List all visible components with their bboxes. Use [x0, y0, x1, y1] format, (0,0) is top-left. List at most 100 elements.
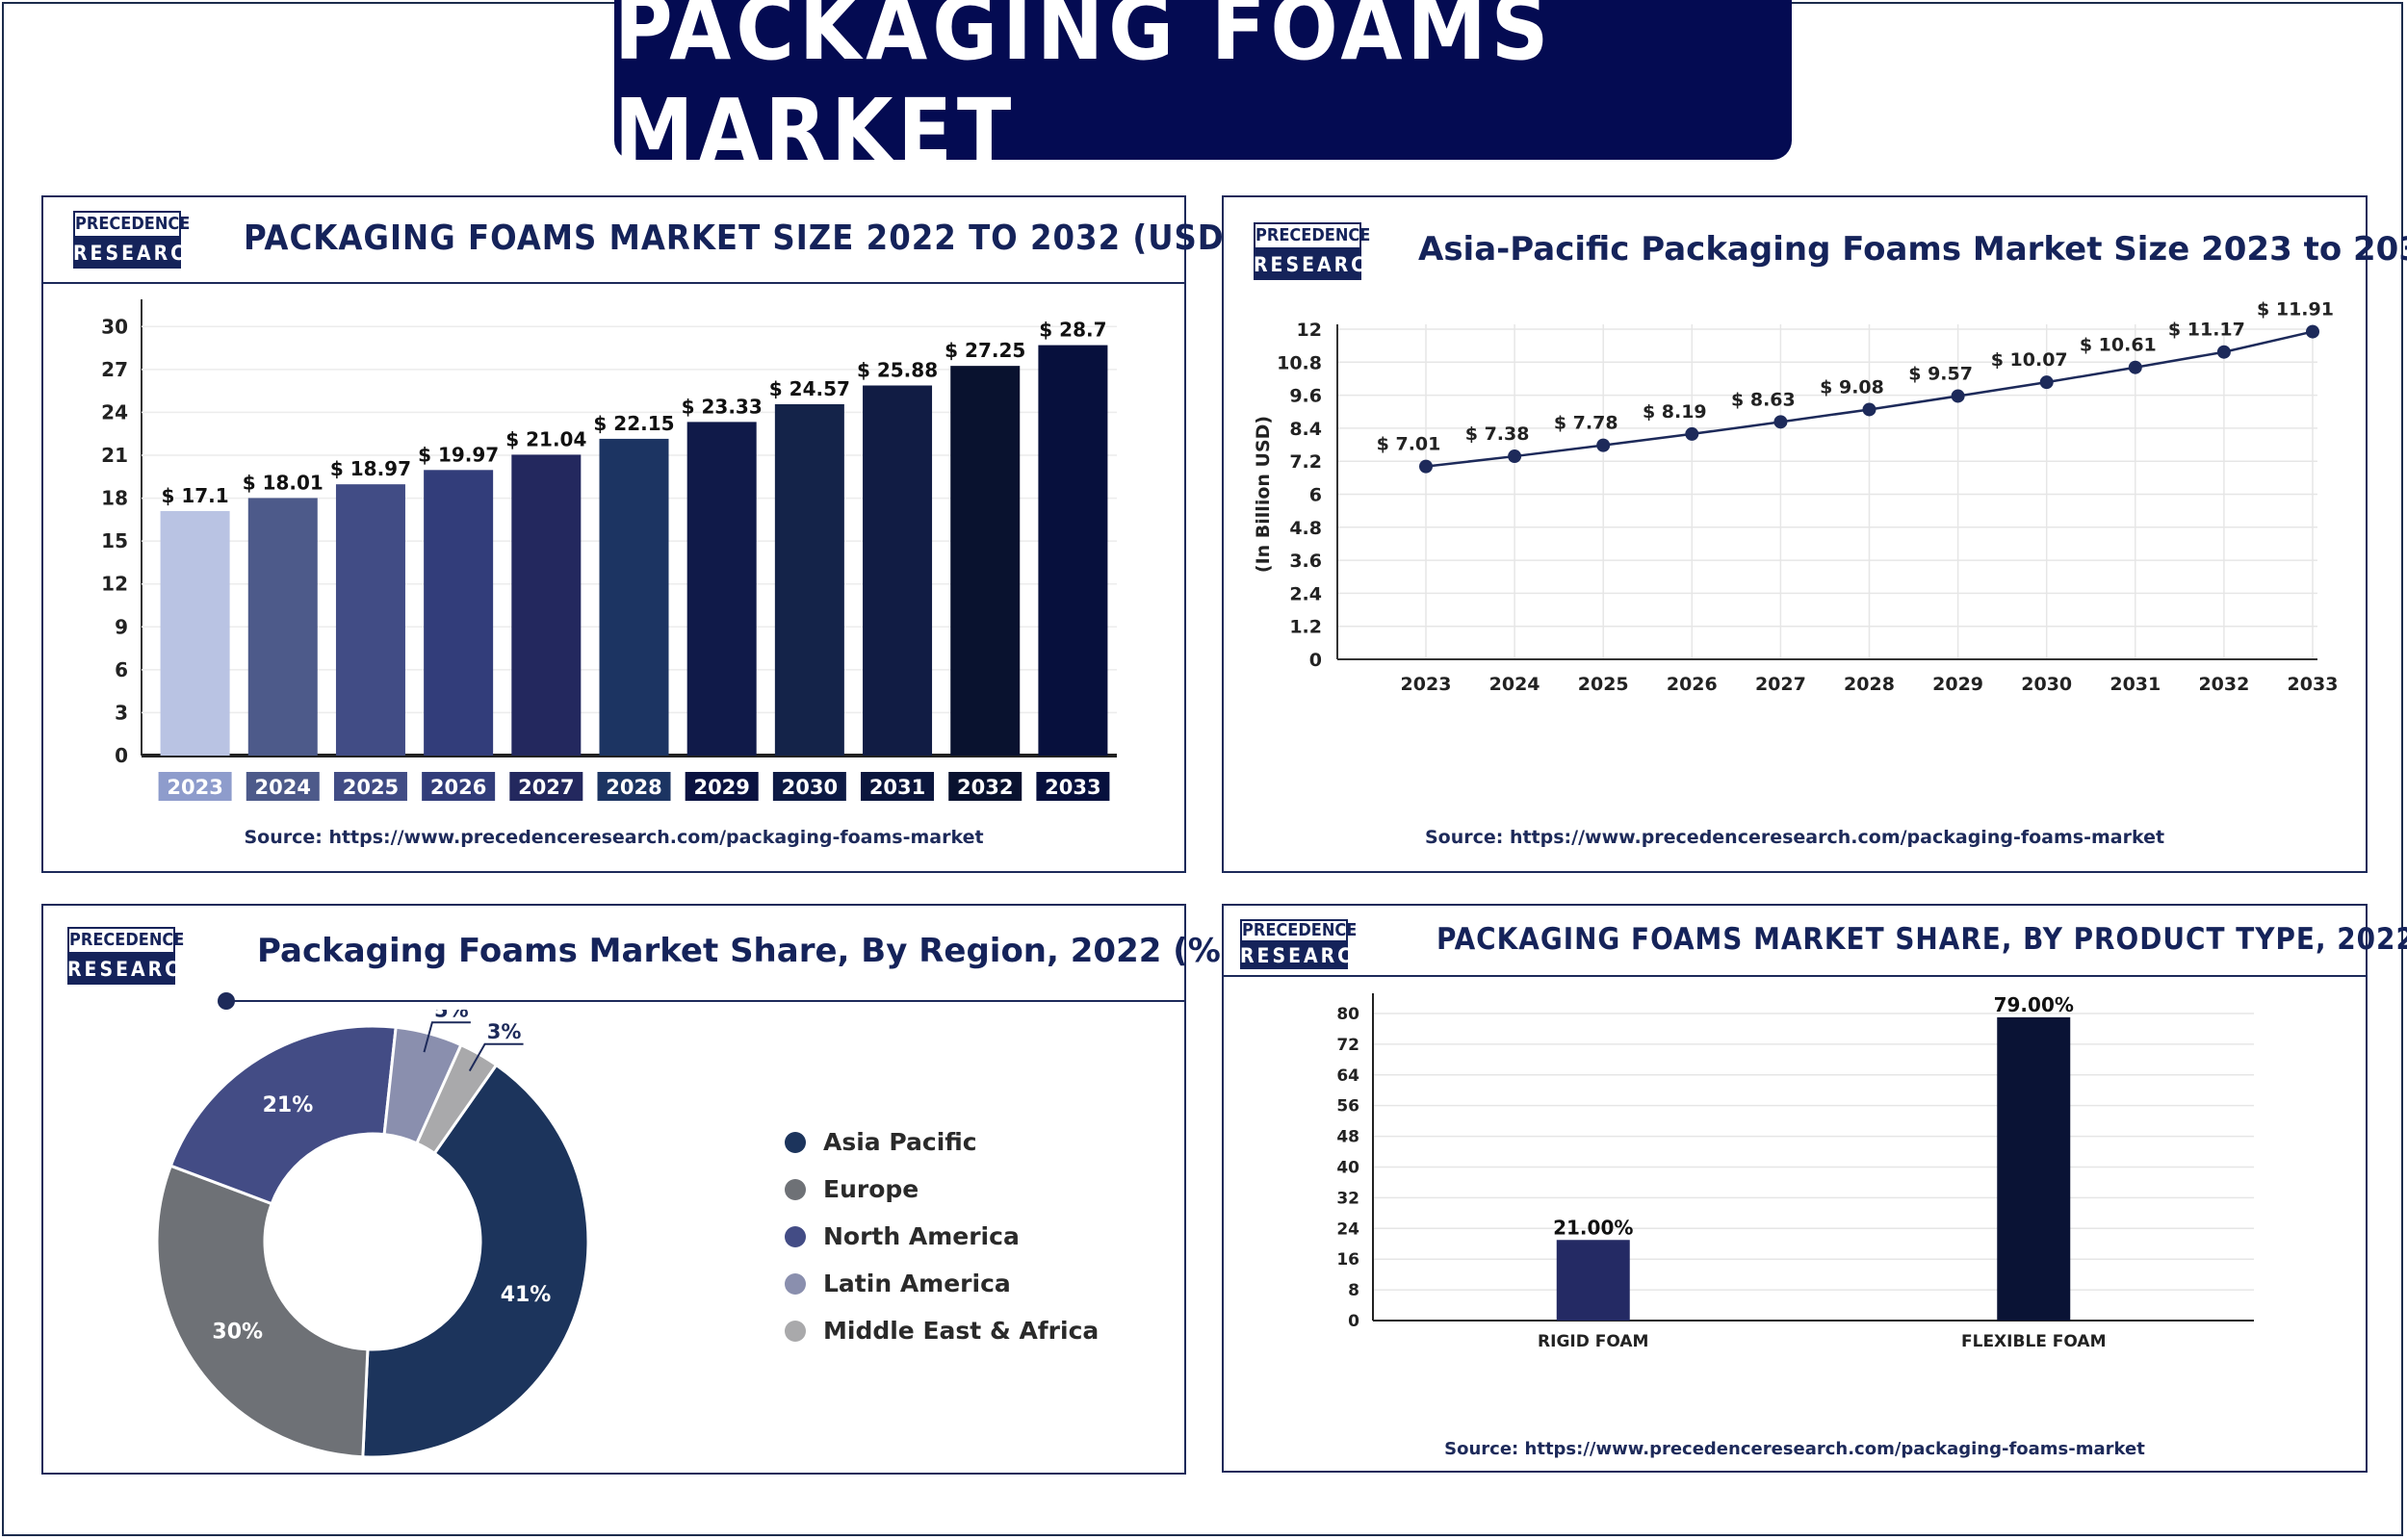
y-tick-label: 24: [101, 400, 128, 424]
y-tick-label: 48: [1336, 1128, 1359, 1147]
x-tick-label: 2033: [1045, 776, 1100, 799]
data-label: $ 9.57: [1908, 363, 1973, 384]
data-label: $ 8.19: [1643, 401, 1707, 423]
x-tick-label: 2024: [255, 776, 311, 799]
panel-title: PACKAGING FOAMS MARKET SIZE 2022 TO 2032…: [244, 218, 1398, 258]
source-text: Source: https://www.precedenceresearch.c…: [244, 827, 984, 848]
y-tick-label: 15: [101, 529, 128, 552]
y-tick-label: 80: [1336, 1005, 1359, 1024]
x-tick-background: [1036, 772, 1110, 801]
logo-line1: PRECEDENCE: [73, 211, 190, 238]
logo: PRECEDENCE RESEARCH: [67, 927, 196, 985]
bar-value-label: $ 19.97: [418, 443, 499, 466]
x-tick-label: FLEXIBLE FOAM: [1961, 1332, 2107, 1351]
donut-slice: [361, 1063, 590, 1459]
x-tick-label: 2023: [167, 776, 222, 799]
product-type-panel: PRECEDENCE RESEARCH PACKAGING FOAMS MARK…: [1222, 904, 2407, 1473]
source-text: Source: https://www.precedenceresearch.c…: [1444, 1439, 2145, 1459]
legend-item: Europe: [785, 1166, 1099, 1213]
data-point: [2128, 360, 2142, 374]
data-point: [1685, 426, 1699, 441]
logo-line2: RESEARCH: [1240, 942, 1372, 969]
bar: [335, 484, 405, 756]
logo-line1: PRECEDENCE: [1240, 919, 1358, 942]
logo: PRECEDENCE RESEARCH: [1240, 919, 1372, 969]
data-label: $ 11.17: [2168, 320, 2245, 341]
x-tick-label: 2023: [1401, 674, 1452, 695]
legend-item: Middle East & Africa: [785, 1307, 1099, 1354]
leader-line: [468, 1042, 524, 1072]
bar-value-label: $ 18.97: [330, 457, 411, 480]
bar-value-label: $ 27.25: [945, 339, 1025, 362]
logo-line1: PRECEDENCE: [1254, 222, 1370, 249]
market-size-panel: PRECEDENCE RESEARCH PACKAGING FOAMS MARK…: [41, 195, 1396, 873]
slice-label: 5%: [434, 1010, 469, 1021]
bar-value-label: $ 18.01: [243, 471, 324, 494]
x-tick-label: 2032: [2198, 674, 2249, 695]
legend-label: North America: [823, 1222, 1020, 1250]
logo: PRECEDENCE RESEARCH: [73, 211, 202, 269]
legend-item: Asia Pacific: [785, 1118, 1099, 1166]
bar-value-label: $ 17.1: [161, 484, 228, 507]
y-tick-label: 0: [115, 744, 128, 767]
source-text: Source: https://www.precedenceresearch.c…: [1424, 827, 2165, 848]
y-tick-label: 9.6: [1289, 386, 1322, 407]
x-tick-label: 2030: [782, 776, 838, 799]
y-tick-label: 27: [101, 358, 128, 381]
legend-item: Latin America: [785, 1260, 1099, 1307]
data-label: $ 7.01: [1377, 434, 1441, 455]
bar-value-label: $ 21.04: [505, 427, 586, 450]
panel-title: PACKAGING FOAMS MARKET SHARE, BY PRODUCT…: [1436, 922, 2407, 957]
data-point: [1773, 415, 1788, 429]
x-tick-label: 2032: [957, 776, 1013, 799]
bar: [599, 438, 669, 756]
bar-value-label: $ 24.57: [769, 377, 850, 400]
legend-swatch: [785, 1272, 806, 1295]
y-tick-label: 8.4: [1289, 419, 1322, 440]
legend-item: North America: [785, 1213, 1099, 1260]
bar: [511, 454, 582, 756]
logo-line2: RESEARCH: [1254, 249, 1383, 280]
x-tick-label: 2031: [869, 776, 925, 799]
market-size-bar-chart: 0 3 6 9 12 15 18 21 24 27 30 $ 17.1 2023 $ 18.01 2024 $…: [101, 299, 1117, 801]
data-point: [1862, 402, 1876, 417]
y-tick-label: 6: [115, 658, 128, 681]
data-label: $ 10.61: [2080, 335, 2157, 356]
bar: [950, 366, 1021, 756]
x-tick-background: [948, 772, 1022, 801]
x-tick-label: 2029: [1932, 674, 1983, 695]
bar: [863, 385, 933, 756]
y-axis-label: (In Billion USD): [1253, 416, 1274, 573]
product-type-bar-chart: 0 8 16 24 32 40 48 56 64 72 80 21.00% RIGID FOAM 79.0…: [1336, 993, 2254, 1351]
x-tick-background: [861, 772, 935, 801]
y-tick-label: 4.8: [1289, 518, 1322, 539]
legend-label: Europe: [823, 1175, 919, 1203]
bar-value-label: $ 23.33: [682, 395, 763, 418]
x-tick-label: 2026: [1667, 674, 1718, 695]
legend-swatch: [785, 1131, 806, 1153]
bar: [774, 403, 844, 756]
donut-slice: [155, 1164, 370, 1459]
y-tick-label: 7.2: [1289, 451, 1322, 473]
x-tick-label: 2026: [430, 776, 486, 799]
x-tick-background: [685, 772, 759, 801]
logo-line1: PRECEDENCE: [67, 927, 184, 954]
data-point: [2306, 324, 2319, 339]
x-tick-background: [158, 772, 232, 801]
x-tick-label: 2031: [2109, 674, 2161, 695]
x-tick-label: 2025: [343, 776, 399, 799]
y-tick-label: 16: [1336, 1250, 1359, 1270]
bar: [1997, 1016, 2071, 1321]
x-tick-label: 2028: [1844, 674, 1895, 695]
data-point: [2039, 375, 2054, 390]
panel-header: PRECEDENCE RESEARCH PACKAGING FOAMS MARK…: [1224, 906, 2407, 977]
y-tick-label: 3: [115, 701, 128, 724]
slice-label: 41%: [501, 1283, 552, 1307]
data-point: [2216, 345, 2231, 359]
y-tick-label: 12: [1297, 320, 1322, 341]
donut-slice: [414, 1042, 499, 1156]
y-tick-label: 8: [1348, 1281, 1359, 1300]
legend-swatch: [785, 1320, 806, 1342]
y-tick-label: 3.6: [1289, 551, 1322, 572]
x-tick-label: 2024: [1489, 674, 1540, 695]
